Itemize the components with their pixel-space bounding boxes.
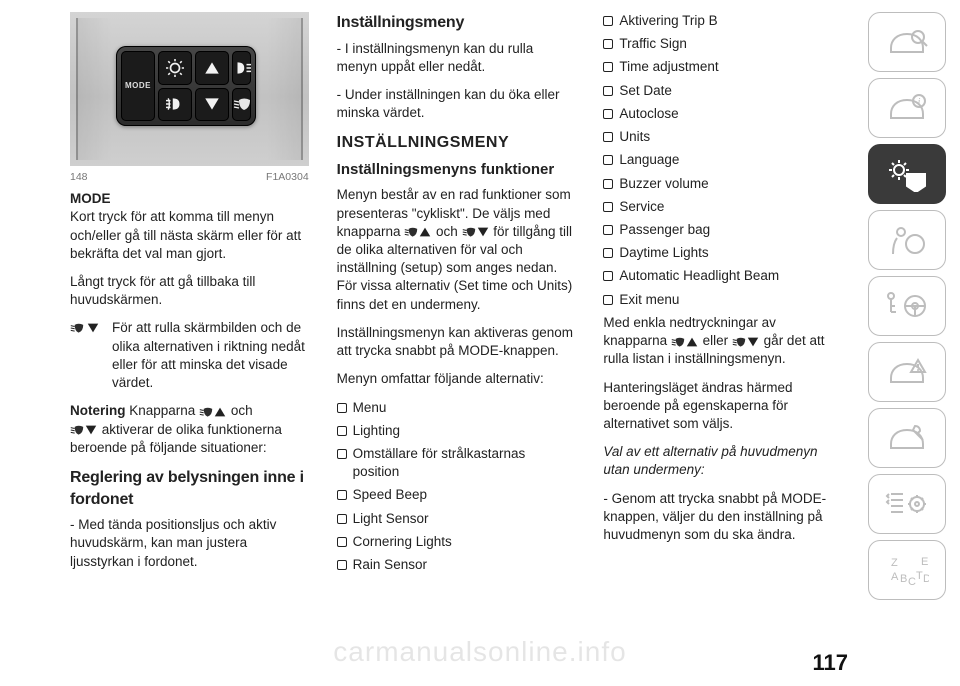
col1-p3: - Med tända positionsljus och aktiv huvu… — [70, 516, 309, 571]
list-item: Traffic Sign — [603, 35, 842, 53]
panel-btn-dimmer — [158, 51, 192, 85]
triangle-down-icon — [86, 321, 100, 335]
triangle-up-icon — [213, 405, 227, 419]
tab-key-wheel[interactable] — [868, 276, 946, 336]
panel-btn-up — [195, 51, 229, 85]
list-item: Time adjustment — [603, 58, 842, 76]
column-1: MODE 148 F1A0304 MODEKort tryck för att … — [70, 12, 309, 648]
column-2: Inställningsmeny - I inställningsmenyn k… — [337, 12, 576, 648]
svg-text:B: B — [900, 573, 907, 585]
photo-caption-left: 148 — [70, 170, 88, 184]
heading-installningsmeny: Inställningsmeny — [337, 12, 576, 34]
col2-p5: Menyn omfattar följande alternativ: — [337, 370, 576, 388]
svg-text:D: D — [923, 573, 929, 585]
panel-btn-fog-front — [232, 51, 251, 85]
tab-airbag[interactable] — [868, 210, 946, 270]
triangle-down-icon — [746, 335, 760, 349]
list-item: Set Date — [603, 82, 842, 100]
tab-vehicle-info[interactable]: i — [868, 78, 946, 138]
svg-text:Z: Z — [891, 557, 898, 569]
triangle-down-icon — [476, 225, 490, 239]
heading-funktioner: Inställningsmenyns funktioner — [337, 160, 576, 180]
list-item: Language — [603, 151, 842, 169]
list-item: Menu — [337, 399, 576, 417]
col3-p1: Med enkla nedtryckningar av knapparna el… — [603, 314, 842, 369]
list-item: Autoclose — [603, 105, 842, 123]
list-item: Speed Beep — [337, 486, 576, 504]
page-number: 117 — [813, 650, 849, 676]
list-item: Cornering Lights — [337, 533, 576, 551]
headlight-dimmer-icon — [70, 423, 84, 437]
heading-reglering: Reglering av belysningen inne i fordonet — [70, 467, 309, 510]
svg-text:T: T — [916, 570, 923, 582]
list-item: Aktivering Trip B — [603, 12, 842, 30]
photo-caption-right: F1A0304 — [266, 170, 309, 184]
col3-p4: - Genom att trycka snabbt på MODE-knappe… — [603, 490, 842, 545]
mode-heading: MODEKort tryck för att komma till menyn … — [70, 190, 309, 263]
col2-list: Menu Lighting Omställare för strålkastarna… — [337, 399, 576, 580]
triangle-up-icon — [685, 335, 699, 349]
heading-installningsmeny-upper: INSTÄLLNINGSMENY — [337, 132, 576, 154]
panel-btn-fog-rear — [158, 88, 192, 122]
headlight-dimmer-icon — [732, 335, 746, 349]
button-panel: MODE — [116, 46, 256, 126]
list-item: Passenger bag — [603, 221, 842, 239]
list-item: Rain Sensor — [337, 556, 576, 574]
list-item: Omställare för strålkastarnas position — [337, 445, 576, 481]
triangle-up-icon — [418, 225, 432, 239]
tab-lights-active[interactable] — [868, 144, 946, 204]
notering-para: Notering Knapparna och aktiverar de olik… — [70, 402, 309, 457]
panel-btn-down — [195, 88, 229, 122]
col1-p2: Långt tryck för att gå tillbaka till huv… — [70, 273, 309, 309]
tab-vehicle-service[interactable] — [868, 408, 946, 468]
icon-down-row: För att rulla skärmbilden och de olika a… — [70, 319, 309, 392]
tab-alphabet[interactable]: ZB ECTD A — [868, 540, 946, 600]
col2-p2: - Under inställningen kan du öka eller m… — [337, 86, 576, 122]
headlight-dimmer-icon — [70, 321, 84, 335]
svg-text:C: C — [908, 576, 916, 588]
col2-p1: - I inställningsmenyn kan du rulla menyn… — [337, 40, 576, 76]
panel-btn-headlight — [232, 88, 251, 122]
tab-vehicle-search[interactable] — [868, 12, 946, 72]
col3-p3: Val av ett alternativ på huvudmenyn utan… — [603, 443, 842, 479]
list-item: Buzzer volume — [603, 175, 842, 193]
headlight-dimmer-icon — [671, 335, 685, 349]
triangle-down-icon — [84, 423, 98, 437]
svg-text:i: i — [918, 97, 921, 108]
list-item: Daytime Lights — [603, 244, 842, 262]
list-item: Lighting — [337, 422, 576, 440]
column-3: Aktivering Trip B Traffic Sign Time adjust… — [603, 12, 842, 648]
side-tabs: i ZB ECTD A — [868, 12, 946, 600]
control-panel-photo: MODE — [70, 12, 309, 166]
tab-checklist-gear[interactable] — [868, 474, 946, 534]
list-item: Units — [603, 128, 842, 146]
list-item: Exit menu — [603, 291, 842, 309]
col2-p3: Menyn består av en rad funktioner som pr… — [337, 186, 576, 314]
panel-btn-mode: MODE — [121, 51, 155, 121]
headlight-dimmer-icon — [404, 225, 418, 239]
svg-text:E: E — [921, 556, 928, 568]
list-item: Service — [603, 198, 842, 216]
headlight-dimmer-icon — [199, 405, 213, 419]
col3-list: Aktivering Trip B Traffic Sign Time adjust… — [603, 12, 842, 314]
tab-vehicle-warning[interactable] — [868, 342, 946, 402]
list-item: Light Sensor — [337, 510, 576, 528]
list-item: Automatic Headlight Beam — [603, 267, 842, 285]
photo-caption: 148 F1A0304 — [70, 170, 309, 184]
col3-p2: Hanteringsläget ändras härmed beroende p… — [603, 379, 842, 434]
svg-text:A: A — [891, 571, 899, 583]
headlight-dimmer-icon — [462, 225, 476, 239]
col2-p4: Inställningsmenyn kan aktiveras genom at… — [337, 324, 576, 360]
